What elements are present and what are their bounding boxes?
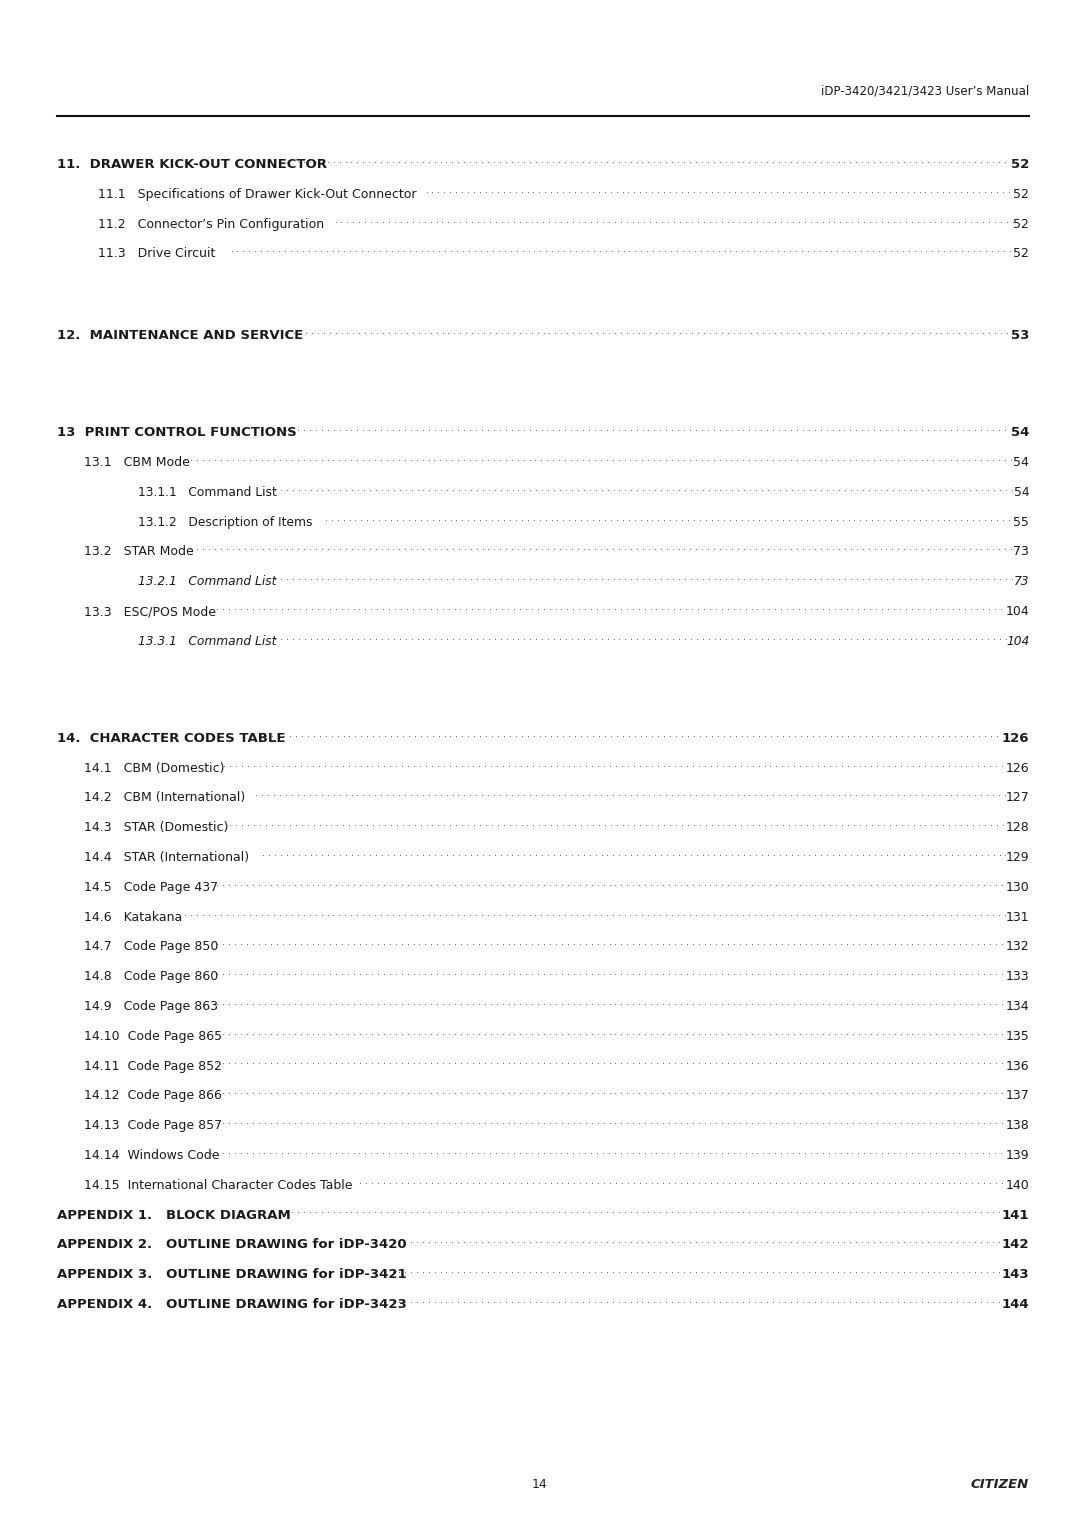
Text: 104: 104 <box>1005 605 1029 617</box>
Text: 14.1   CBM (Domestic): 14.1 CBM (Domestic) <box>84 761 225 775</box>
Text: 128: 128 <box>1005 821 1029 834</box>
Text: 135: 135 <box>1005 1030 1029 1042</box>
Text: 144: 144 <box>1001 1297 1029 1311</box>
Text: 54: 54 <box>1014 486 1029 498</box>
Text: 14.15  International Character Codes Table: 14.15 International Character Codes Tabl… <box>84 1178 353 1192</box>
Text: 14.7   Code Page 850: 14.7 Code Page 850 <box>84 940 218 953</box>
Text: 52: 52 <box>1013 188 1029 200</box>
Text: 14.12  Code Page 866: 14.12 Code Page 866 <box>84 1089 222 1102</box>
Text: 127: 127 <box>1005 792 1029 804</box>
Text: 53: 53 <box>1011 329 1029 342</box>
Text: 13.1   CBM Mode: 13.1 CBM Mode <box>84 455 190 469</box>
Text: 13.1.1   Command List: 13.1.1 Command List <box>138 486 278 498</box>
Text: 11.2   Connector’s Pin Configuration: 11.2 Connector’s Pin Configuration <box>98 217 324 231</box>
Text: 129: 129 <box>1005 851 1029 863</box>
Text: 136: 136 <box>1005 1059 1029 1073</box>
Text: APPENDIX 4.   OUTLINE DRAWING for iDP-3423: APPENDIX 4. OUTLINE DRAWING for iDP-3423 <box>57 1297 407 1311</box>
Text: 52: 52 <box>1011 157 1029 171</box>
Text: 13.2.1   Command List: 13.2.1 Command List <box>138 575 276 588</box>
Text: 14.4   STAR (International): 14.4 STAR (International) <box>84 851 249 863</box>
Text: 14.10  Code Page 865: 14.10 Code Page 865 <box>84 1030 222 1042</box>
Text: 14.5   Code Page 437: 14.5 Code Page 437 <box>84 880 218 894</box>
Text: 13.3.1   Command List: 13.3.1 Command List <box>138 634 276 648</box>
Text: 126: 126 <box>1002 732 1029 744</box>
Text: APPENDIX 1.   BLOCK DIAGRAM: APPENDIX 1. BLOCK DIAGRAM <box>57 1209 291 1221</box>
Text: 14: 14 <box>532 1478 548 1491</box>
Text: 13  PRINT CONTROL FUNCTIONS: 13 PRINT CONTROL FUNCTIONS <box>57 426 297 439</box>
Text: 14.14  Windows Code: 14.14 Windows Code <box>84 1149 219 1161</box>
Text: 14.2   CBM (International): 14.2 CBM (International) <box>84 792 245 804</box>
Text: 14.11  Code Page 852: 14.11 Code Page 852 <box>84 1059 222 1073</box>
Text: 73: 73 <box>1014 575 1029 588</box>
Text: 14.3   STAR (Domestic): 14.3 STAR (Domestic) <box>84 821 229 834</box>
Text: 11.1   Specifications of Drawer Kick-Out Connector: 11.1 Specifications of Drawer Kick-Out C… <box>98 188 417 200</box>
Text: 11.  DRAWER KICK-OUT CONNECTOR: 11. DRAWER KICK-OUT CONNECTOR <box>57 157 327 171</box>
Text: 132: 132 <box>1005 940 1029 953</box>
Text: 104: 104 <box>1005 634 1029 648</box>
Text: 142: 142 <box>1002 1238 1029 1251</box>
Text: APPENDIX 3.   OUTLINE DRAWING for iDP-3421: APPENDIX 3. OUTLINE DRAWING for iDP-3421 <box>57 1268 407 1280</box>
Text: CITIZEN: CITIZEN <box>971 1478 1029 1491</box>
Text: 14.6   Katakana: 14.6 Katakana <box>84 911 183 923</box>
Text: 52: 52 <box>1013 217 1029 231</box>
Text: 54: 54 <box>1011 426 1029 439</box>
Text: 133: 133 <box>1005 970 1029 983</box>
Text: 55: 55 <box>1013 515 1029 529</box>
Text: iDP-3420/3421/3423 User’s Manual: iDP-3420/3421/3423 User’s Manual <box>821 84 1029 98</box>
Text: 11.3   Drive Circuit: 11.3 Drive Circuit <box>98 248 216 260</box>
Text: 54: 54 <box>1013 455 1029 469</box>
Text: 14.  CHARACTER CODES TABLE: 14. CHARACTER CODES TABLE <box>57 732 286 744</box>
Text: 130: 130 <box>1005 880 1029 894</box>
Text: 126: 126 <box>1005 761 1029 775</box>
Text: 131: 131 <box>1005 911 1029 923</box>
Text: 141: 141 <box>1002 1209 1029 1221</box>
Text: 14.8   Code Page 860: 14.8 Code Page 860 <box>84 970 218 983</box>
Text: 13.2   STAR Mode: 13.2 STAR Mode <box>84 545 194 558</box>
Text: 14.9   Code Page 863: 14.9 Code Page 863 <box>84 999 218 1013</box>
Text: 138: 138 <box>1005 1118 1029 1132</box>
Text: 13.3   ESC/POS Mode: 13.3 ESC/POS Mode <box>84 605 216 617</box>
Text: 137: 137 <box>1005 1089 1029 1102</box>
Text: 52: 52 <box>1013 248 1029 260</box>
Text: 140: 140 <box>1005 1178 1029 1192</box>
Text: 73: 73 <box>1013 545 1029 558</box>
Text: 12.  MAINTENANCE AND SERVICE: 12. MAINTENANCE AND SERVICE <box>57 329 303 342</box>
Text: 139: 139 <box>1005 1149 1029 1161</box>
Text: 134: 134 <box>1005 999 1029 1013</box>
Text: 14.13  Code Page 857: 14.13 Code Page 857 <box>84 1118 222 1132</box>
Text: APPENDIX 2.   OUTLINE DRAWING for iDP-3420: APPENDIX 2. OUTLINE DRAWING for iDP-3420 <box>57 1238 407 1251</box>
Text: 143: 143 <box>1001 1268 1029 1280</box>
Text: 13.1.2   Description of Items: 13.1.2 Description of Items <box>138 515 313 529</box>
